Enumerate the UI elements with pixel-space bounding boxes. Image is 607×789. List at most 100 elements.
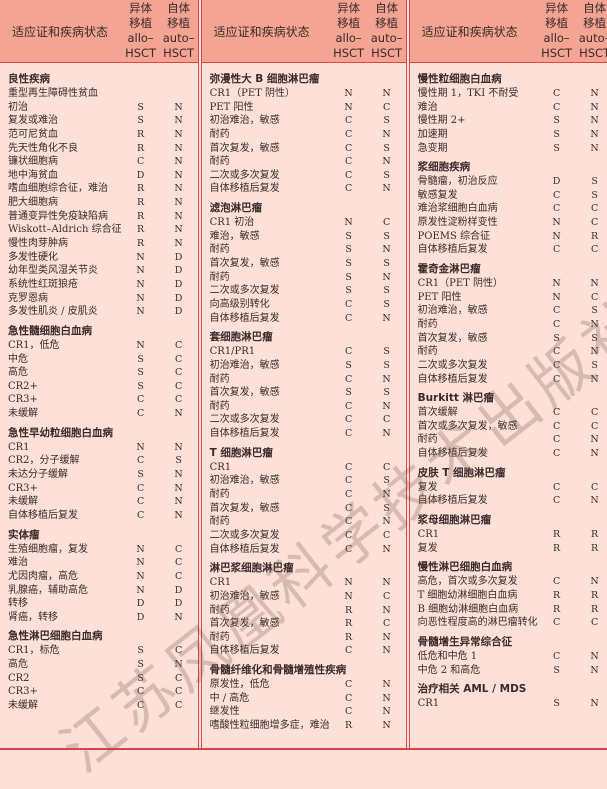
header-allo: 异体 移植 allo– HSCT — [122, 1, 160, 61]
condition-label: 难治 — [8, 557, 28, 569]
condition-label: 首次复发，敏感 — [209, 387, 280, 399]
table-row: 初治难治，敏感 N C — [202, 590, 406, 604]
header-condition: 适应证和疾病状态 — [421, 24, 518, 39]
allo-value: S — [553, 128, 560, 140]
condition-label: 复发或难治 — [8, 115, 58, 127]
allo-value: C — [344, 543, 353, 555]
auto-value: N — [174, 101, 183, 113]
table-row: 向恶性程度高的淋巴瘤转化 C C — [410, 616, 607, 630]
auto-value: C — [174, 699, 183, 711]
allo-value: C — [344, 645, 353, 657]
allo-value: S — [137, 353, 144, 365]
auto-value: S — [383, 169, 390, 181]
allo-value: C — [552, 346, 561, 358]
auto-value: C — [590, 407, 599, 419]
auto-value: N — [174, 441, 183, 453]
allo-value: R — [137, 210, 145, 222]
auto-value: C — [590, 291, 599, 303]
condition-label: 耐药 — [209, 631, 230, 643]
section-title: 慢性粒细胞白血病 — [417, 73, 502, 85]
condition-label: POEMS 综合征 — [417, 230, 491, 242]
auto-value: N — [174, 659, 183, 671]
section-title: 霍奇金淋巴瘤 — [417, 263, 481, 276]
table-row: CR3+ C N — [0, 482, 198, 496]
table-row: CR2 S C — [0, 672, 198, 686]
header-allo-line: HSCT — [541, 46, 573, 60]
condition-label: 首次复发，敏感 — [209, 258, 280, 270]
condition-label: CR1 — [417, 529, 440, 541]
table-panel-1: 适应证和疾病状态 异体 移植 allo– HSCT 自体 移植 auto– HSCT 良性疾病 重型… — [0, 0, 198, 748]
auto-value: S — [591, 359, 598, 371]
condition-label: 向恶性程度高的淋巴瘤转化 — [417, 617, 538, 629]
table-panel-2: 适应证和疾病状态 异体 移植 allo– HSCT 自体 移植 auto– HSCT 弥漫性大 B… — [197, 0, 406, 748]
header-auto-line: 移植 — [583, 16, 607, 30]
condition-label: CR1 — [8, 441, 30, 453]
table-row: 高危 S C — [0, 366, 198, 380]
allo-value: C — [344, 516, 353, 528]
table-row: 二次或多次复发 C C — [202, 413, 406, 427]
allo-value: C — [552, 434, 561, 446]
auto-value: C — [174, 570, 183, 582]
condition-label: CR1 — [209, 577, 232, 589]
table-row: CR1 S N — [410, 697, 607, 711]
condition-label: 克罗恩病 — [8, 292, 48, 304]
auto-value: R — [591, 529, 599, 541]
allo-value: S — [345, 230, 352, 242]
condition-label: 初治 — [8, 101, 28, 113]
auto-value: C — [382, 101, 391, 113]
auto-value: N — [382, 543, 391, 555]
auto-value: N — [382, 516, 391, 528]
allo-value: C — [136, 482, 145, 494]
allo-value: C — [344, 679, 353, 691]
header-auto-line: 自体 — [583, 1, 607, 15]
condition-label: 难治浆细胞白血病 — [417, 203, 498, 215]
condition-label: 肾癌，转移 — [8, 611, 58, 623]
table-row: 慢性期 1，TKI 不耐受 C N — [410, 87, 607, 101]
auto-value: D — [174, 306, 183, 318]
table-row: 未缓解 C N — [0, 495, 198, 509]
header-auto-line: HSCT — [163, 46, 195, 60]
table-row: 原发性，低危 C N — [202, 678, 406, 692]
condition-label: 首次复发，敏感 — [417, 332, 488, 344]
table-row: 自体移植后复发 C N — [410, 494, 607, 508]
header-allo: 异体 移植 allo– HSCT — [330, 1, 368, 61]
condition-label: 转移 — [8, 598, 28, 610]
allo-value: S — [345, 359, 352, 371]
condition-label: CR1 — [417, 698, 440, 710]
condition-label: CR2，分子缓解 — [8, 455, 80, 467]
section: 治疗相关 AML / MDS CR1 S N — [410, 681, 607, 711]
section: 弥漫性大 B 细胞淋巴瘤 CR1（PET 阴性） N N PET 阳性 N C 初治难治，敏感… — [202, 71, 406, 196]
condition-label: 高危，首次或多次复发 — [417, 576, 518, 588]
table-row: 尤因肉瘤，高危 N C — [0, 570, 198, 584]
table-row: 重型再生障碍性贫血 — [0, 87, 198, 101]
section: 慢性粒细胞白血病 慢性期 1，TKI 不耐受 C N 难治 C N 慢性期 2+ S N 加速期 S N… — [410, 71, 607, 155]
allo-value: N — [344, 217, 353, 229]
allo-value: R — [137, 224, 145, 236]
allo-value: C — [344, 142, 353, 154]
allo-value: C — [552, 420, 561, 432]
table-row: 复发 C C — [410, 481, 607, 495]
table-panel-3: 适应证和疾病状态异体移植allo–HSCT自体移植auto–HSCT慢性粒细胞白… — [405, 0, 607, 748]
condition-label: 初治难治，敏感 — [209, 359, 280, 371]
table-row: 耐药 R N — [202, 604, 406, 618]
table-row: 肾癌，转移 D N — [0, 611, 198, 625]
table-row: 克罗恩病 N D — [0, 292, 198, 306]
table-body: 弥漫性大 B 细胞淋巴瘤 CR1（PET 阴性） N N PET 阳性 N C 初治难治，敏感… — [202, 63, 406, 736]
section-title: 急性髓细胞白血病 — [8, 324, 92, 337]
allo-value: C — [136, 408, 145, 420]
allo-value: N — [136, 339, 145, 351]
table-row: 向高级别转化 C S — [202, 298, 406, 312]
allo-value: S — [345, 244, 352, 256]
section-title: 治疗相关 AML / MDS — [417, 683, 527, 696]
table-row: 肥大细胞病 R N — [0, 196, 198, 210]
header-allo-line: allo– — [335, 31, 362, 45]
table-row: 初治难治，敏感 C S — [202, 474, 406, 488]
allo-value: S — [553, 332, 560, 344]
table-row: 首次复发，敏感 C S — [202, 502, 406, 516]
condition-label: 未缓解 — [8, 408, 38, 420]
auto-value: C — [174, 353, 183, 365]
table-row: 自体移植后复发 C N — [202, 312, 406, 326]
section: 浆母细胞淋巴瘤 CR1 R R 复发 R R — [410, 512, 607, 555]
allo-value: N — [552, 291, 561, 303]
